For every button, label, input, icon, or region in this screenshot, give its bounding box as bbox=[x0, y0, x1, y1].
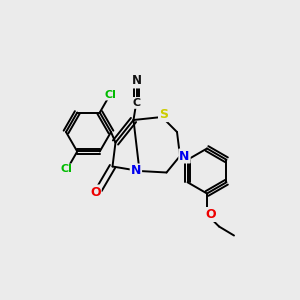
Text: Cl: Cl bbox=[61, 164, 73, 175]
Text: N: N bbox=[131, 74, 142, 88]
Text: N: N bbox=[179, 149, 190, 163]
Text: Cl: Cl bbox=[104, 89, 116, 100]
Text: S: S bbox=[159, 108, 168, 121]
Text: C: C bbox=[132, 98, 141, 108]
Text: O: O bbox=[90, 185, 101, 199]
Text: O: O bbox=[205, 208, 216, 221]
Text: N: N bbox=[131, 164, 141, 178]
